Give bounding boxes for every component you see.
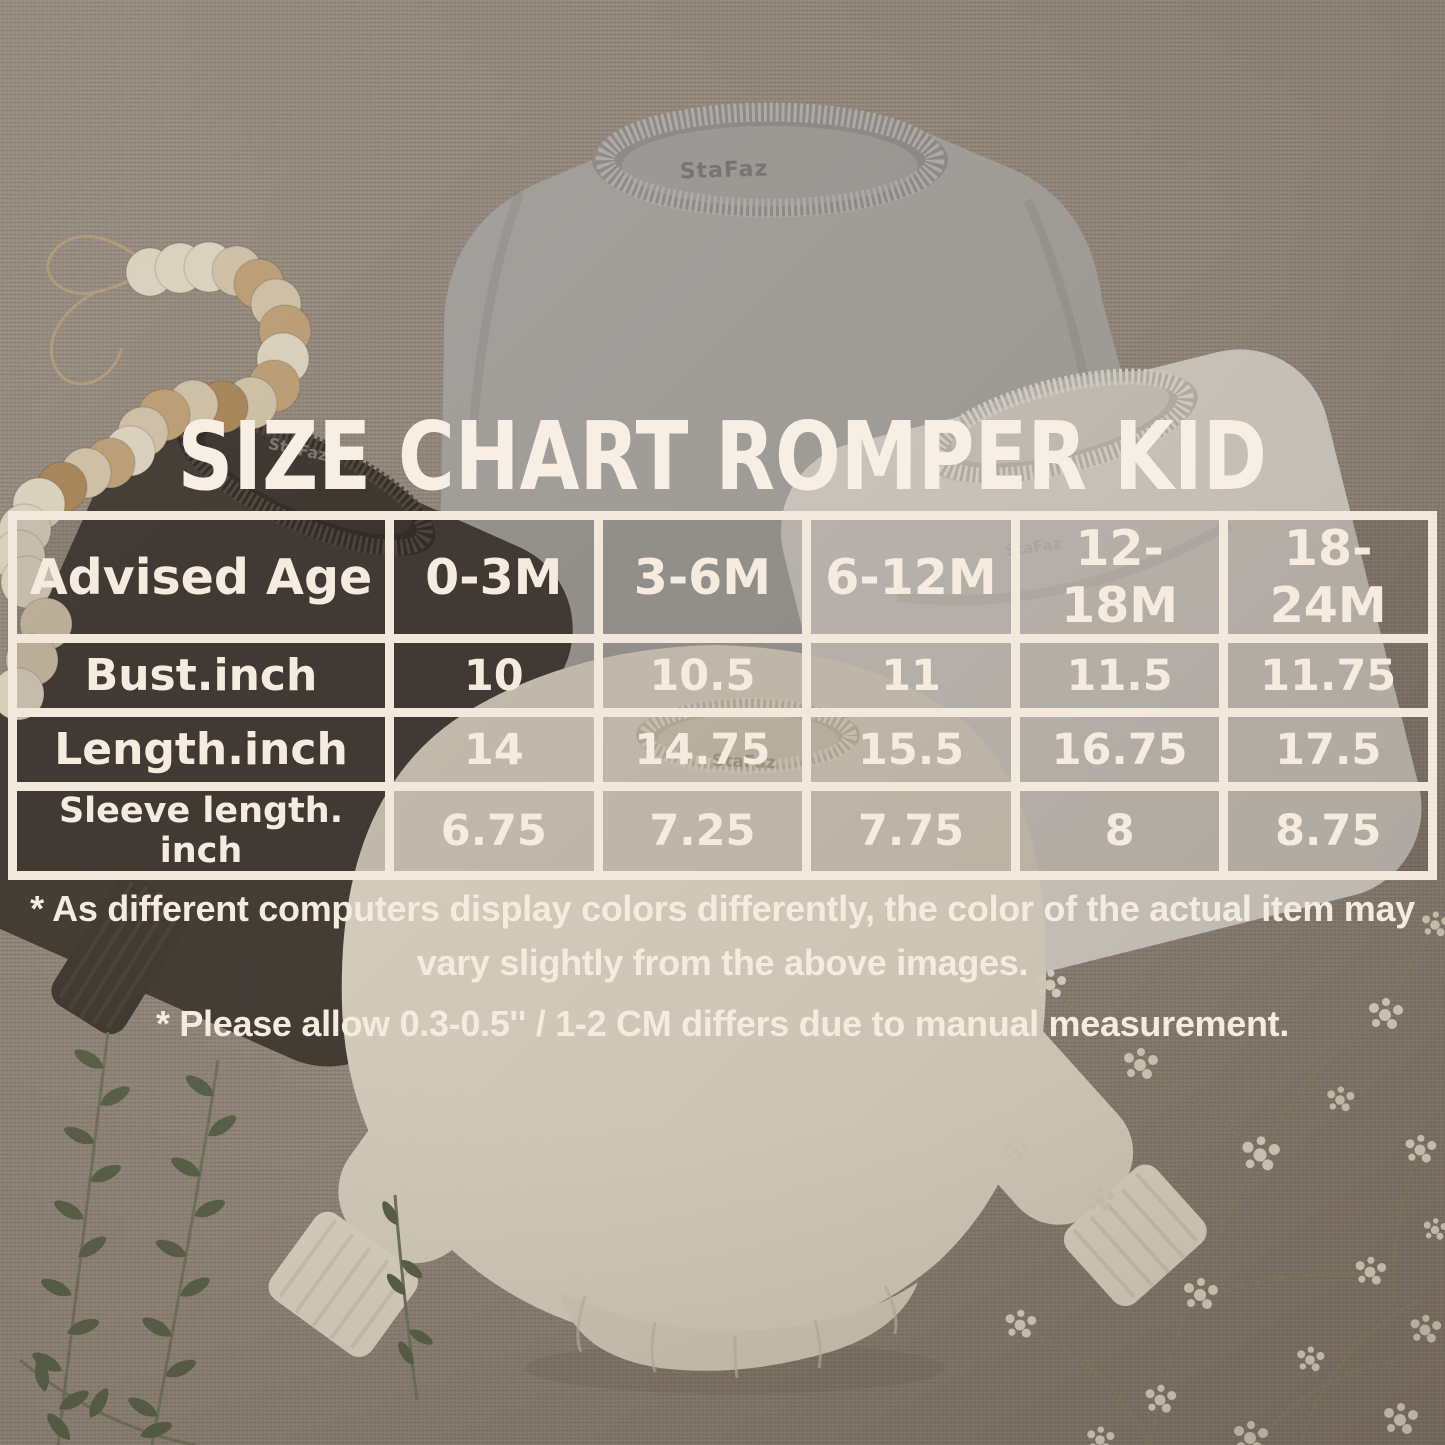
col-header-18-24m: 18-24M: [1219, 511, 1437, 643]
note-color-disclaimer: * As different computers display colors …: [30, 888, 1415, 983]
col-header-12-18m: 12-18M: [1010, 511, 1229, 643]
sleeve-value-18-24m: 8.75: [1219, 782, 1437, 880]
row-label-length: Length.inch: [8, 708, 394, 791]
row-label-sleeve: Sleeve length. inch: [8, 782, 394, 880]
brand-label-gray-collar: StaFaz: [679, 156, 769, 185]
col-header-advised-age: Advised Age: [8, 511, 394, 643]
bust-value-3-6m: 10.5: [593, 634, 812, 717]
sleeve-value-6-12m: 7.75: [802, 782, 1020, 880]
length-value-0-3m: 14: [385, 708, 603, 791]
sleeve-value-0-3m: 6.75: [385, 782, 603, 880]
sleeve-value-3-6m: 7.25: [593, 782, 812, 880]
table-row-length: Length.inch 14 14.75 15.5 16.75 17.5: [8, 708, 1437, 791]
col-header-0-3m: 0-3M: [385, 511, 603, 643]
length-value-3-6m: 14.75: [593, 708, 812, 791]
length-value-12-18m: 16.75: [1010, 708, 1229, 791]
table-header-row: Advised Age 0-3M 3-6M 6-12M 12-18M 18-24…: [8, 511, 1437, 643]
size-chart-table: Advised Age 0-3M 3-6M 6-12M 12-18M 18-24…: [8, 511, 1437, 880]
table-row-bust: Bust.inch 10 10.5 11 11.5 11.75: [8, 634, 1437, 717]
eucalyptus-shape: [19, 1031, 436, 1445]
length-value-6-12m: 15.5: [802, 708, 1020, 791]
sleeve-value-12-18m: 8: [1010, 782, 1229, 880]
col-header-3-6m: 3-6M: [593, 511, 812, 643]
row-label-bust: Bust.inch: [8, 634, 394, 717]
page-title-text: SIZE CHART ROMPER KID: [177, 402, 1268, 512]
bust-value-18-24m: 11.75: [1219, 634, 1437, 717]
col-header-6-12m: 6-12M: [802, 511, 1020, 643]
bust-value-0-3m: 10: [385, 634, 603, 717]
babys-breath-shape: [1003, 911, 1445, 1445]
bust-value-6-12m: 11: [802, 634, 1020, 717]
page-title: SIZE CHART ROMPER KID: [0, 402, 1445, 512]
table-row-sleeve: Sleeve length. inch 6.75 7.25 7.75 8 8.7…: [8, 782, 1437, 880]
note-measurement-disclaimer: * Please allow 0.3-0.5'' / 1-2 CM differ…: [155, 1003, 1290, 1044]
bust-value-12-18m: 11.5: [1010, 634, 1229, 717]
length-value-18-24m: 17.5: [1219, 708, 1437, 791]
